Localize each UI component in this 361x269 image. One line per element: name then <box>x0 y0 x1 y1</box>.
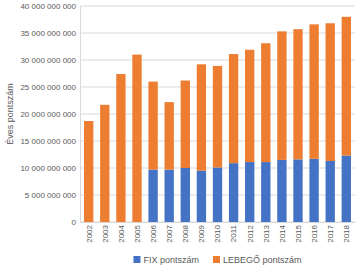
x-tick: 2006 <box>149 222 158 243</box>
x-tick: 2013 <box>262 222 271 243</box>
x-tick-label: 2014 <box>278 224 287 242</box>
x-tick-label: 2011 <box>229 224 238 242</box>
x-tick-label: 2017 <box>326 224 335 242</box>
legend-swatch <box>213 256 220 263</box>
bar <box>84 121 93 222</box>
x-tick: 2004 <box>117 222 126 243</box>
bar <box>181 168 190 222</box>
y-tick-label: 40 000 000 000 <box>20 2 76 11</box>
x-tick: 2011 <box>229 222 238 242</box>
grid <box>80 6 355 222</box>
bar <box>165 102 174 169</box>
bar <box>245 162 254 222</box>
x-tick: 2009 <box>197 222 206 243</box>
y-axis: 0 5 000 000 000 10 000 000 000 15 000 000 0… <box>20 2 80 227</box>
bar <box>326 161 335 222</box>
bar <box>100 105 109 222</box>
bar <box>165 170 174 222</box>
x-tick-label: 2015 <box>294 224 303 242</box>
x-tick: 2008 <box>181 222 190 243</box>
y-tick: 25 000 000 000 <box>20 83 80 92</box>
bar <box>309 24 318 158</box>
y-tick: 40 000 000 000 <box>20 2 80 11</box>
bar <box>197 171 206 222</box>
y-tick-label: 0 <box>72 218 77 227</box>
y-tick-label: 10 000 000 000 <box>20 164 76 173</box>
y-tick-label: 5 000 000 000 <box>25 191 77 200</box>
x-tick: 2018 <box>342 222 351 243</box>
x-tick-label: 2002 <box>84 224 93 242</box>
bar <box>261 43 270 162</box>
x-tick: 2017 <box>326 222 335 243</box>
legend-label: LEBEGŐ pontszám <box>223 255 302 265</box>
y-axis-line <box>80 7 81 223</box>
bar <box>213 167 222 222</box>
bar <box>245 50 254 162</box>
bar <box>148 82 157 170</box>
y-tick-label: 30 000 000 000 <box>20 56 76 65</box>
legend: FIX pontszám LEBEGŐ pontszám <box>133 255 301 265</box>
chart: 0 5 000 000 000 10 000 000 000 15 000 000 0… <box>0 0 361 269</box>
legend-item: FIX pontszám <box>133 255 199 265</box>
bar <box>181 81 190 168</box>
bars <box>84 17 351 222</box>
bar <box>229 54 238 163</box>
bar <box>277 31 286 160</box>
x-axis-line <box>81 222 356 223</box>
legend-item: LEBEGŐ pontszám <box>213 255 302 265</box>
bar <box>213 66 222 168</box>
x-tick: 2014 <box>278 222 287 243</box>
y-tick: 0 <box>72 218 80 227</box>
y-tick: 35 000 000 000 <box>20 29 80 38</box>
x-axis: 2002 2003 2004 2005 2006 2007 2008 2009 2010 2011… <box>81 222 356 243</box>
grid-line <box>80 6 355 7</box>
y-axis-title: Éves pontszám <box>5 83 15 145</box>
bar <box>342 17 351 156</box>
bar <box>132 55 141 222</box>
bar <box>197 64 206 170</box>
x-tick: 2010 <box>213 222 222 243</box>
x-tick: 2002 <box>84 222 93 243</box>
bar <box>148 170 157 222</box>
bar <box>293 29 302 159</box>
x-tick-label: 2003 <box>101 224 110 242</box>
x-tick-label: 2004 <box>117 224 126 242</box>
x-tick-label: 2012 <box>246 224 255 242</box>
x-tick-label: 2013 <box>262 224 271 242</box>
x-tick-label: 2016 <box>310 224 319 242</box>
x-tick: 2007 <box>165 222 174 243</box>
x-tick: 2005 <box>133 222 142 243</box>
x-tick-label: 2008 <box>181 224 190 242</box>
bar <box>261 162 270 222</box>
legend-label: FIX pontszám <box>143 255 199 265</box>
plot: 0 5 000 000 000 10 000 000 000 15 000 000 0… <box>20 2 355 243</box>
y-tick-label: 15 000 000 000 <box>20 137 76 146</box>
y-tick: 5 000 000 000 <box>25 191 80 200</box>
y-tick: 15 000 000 000 <box>20 137 80 146</box>
x-tick-label: 2006 <box>149 224 158 242</box>
x-tick-label: 2007 <box>165 224 174 242</box>
y-tick: 10 000 000 000 <box>20 164 80 173</box>
bar <box>326 23 335 161</box>
legend-swatch <box>133 256 140 263</box>
x-tick: 2015 <box>294 222 303 243</box>
x-tick: 2012 <box>246 222 255 243</box>
x-tick-label: 2010 <box>213 224 222 242</box>
bar <box>229 163 238 222</box>
bar <box>277 160 286 222</box>
y-tick-label: 25 000 000 000 <box>20 83 76 92</box>
bar <box>309 159 318 222</box>
y-tick-label: 20 000 000 000 <box>20 110 76 119</box>
x-tick-label: 2009 <box>197 224 206 242</box>
x-tick-label: 2005 <box>133 224 142 242</box>
x-tick: 2016 <box>310 222 319 243</box>
x-tick: 2003 <box>101 222 110 243</box>
y-tick: 20 000 000 000 <box>20 110 80 119</box>
y-tick-label: 35 000 000 000 <box>20 29 76 38</box>
bar <box>116 74 125 222</box>
y-tick: 30 000 000 000 <box>20 56 80 65</box>
bar <box>293 159 302 222</box>
x-tick-label: 2018 <box>342 224 351 242</box>
bar <box>342 156 351 222</box>
